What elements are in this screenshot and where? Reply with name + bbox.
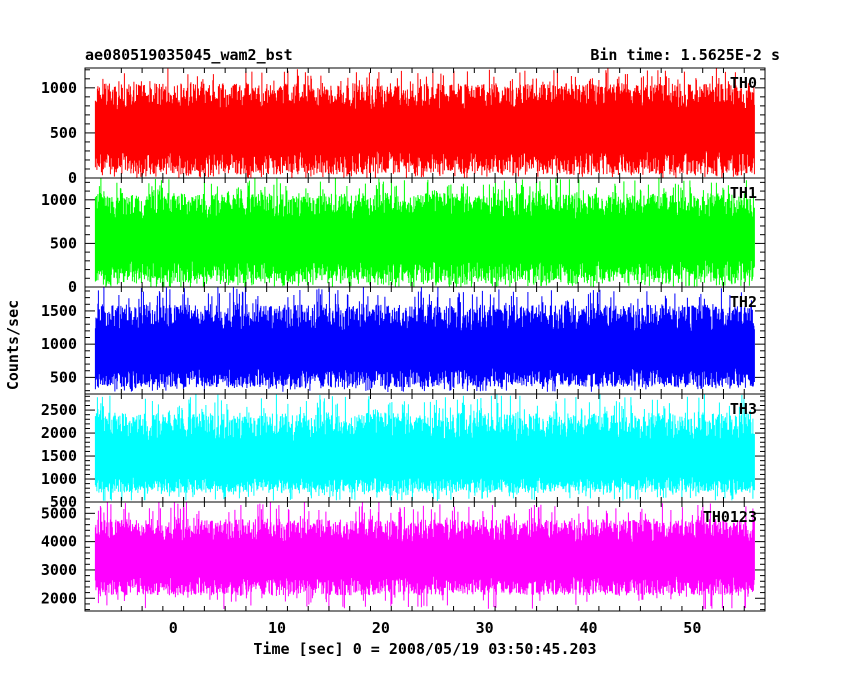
x-tick-label: 50 (683, 619, 701, 637)
y-tick-label: 0 (68, 278, 77, 296)
y-tick-label: 1000 (41, 470, 77, 488)
y-tick-label: 2500 (41, 401, 77, 419)
panel-label-th2: TH2 (730, 293, 757, 311)
y-tick-label: 1000 (41, 191, 77, 209)
y-tick-label: 500 (50, 124, 77, 142)
panel-th2: 500 1000 1500 TH2 (41, 286, 766, 395)
y-tick-label: 4000 (41, 533, 77, 551)
y-tick-label: 1000 (41, 79, 77, 97)
y-tick-label: 500 (50, 234, 77, 252)
y-tick-label: 500 (50, 493, 77, 511)
chart-title: ae080519035045_wam2_bst (85, 46, 293, 64)
y-tick-label: 2000 (41, 589, 77, 607)
series-th3 (94, 394, 755, 501)
y-tick-label: 5000 (41, 504, 77, 522)
series-th0123 (94, 502, 755, 610)
x-axis-label: Time [sec] 0 = 2008/05/19 03:50:45.203 (253, 640, 596, 658)
panel-th0: 0 500 1000 TH0 (41, 67, 766, 187)
x-tick-label: 30 (476, 619, 494, 637)
x-tick-label: 10 (268, 619, 286, 637)
y-tick-label: 1000 (41, 335, 77, 353)
series-th0 (94, 68, 755, 178)
panel-label-th1: TH1 (730, 184, 757, 202)
y-tick-label: 0 (68, 169, 77, 187)
panel-frame (84, 501, 766, 612)
y-tick-label: 500 (50, 368, 77, 386)
panel-label-th0123: TH0123 (703, 508, 757, 526)
y-tick-label: 3000 (41, 561, 77, 579)
panel-th1: 0 500 1000 TH1 (41, 177, 766, 296)
x-tick-label: 20 (372, 619, 390, 637)
panel-th3: 500 1000 1500 2000 2500 TH3 (41, 393, 766, 511)
panels-group: 0 500 1000 TH0 0 500 1000 TH1 500 1000 1500 TH2 500 1… (41, 67, 766, 612)
panel-label-th3: TH3 (730, 400, 757, 418)
y-axis-label: Counts/sec (4, 300, 22, 390)
x-tick-label: 0 (169, 619, 178, 637)
bin-time-label: Bin time: 1.5625E-2 s (590, 46, 780, 64)
y-tick-label: 2000 (41, 424, 77, 442)
panel-label-th0: TH0 (730, 74, 757, 92)
x-axis: 0 10 20 30 40 50 (169, 619, 702, 637)
panel-th0123: 2000 3000 4000 5000 TH0123 (41, 501, 766, 612)
series-th2 (94, 287, 755, 392)
y-tick-label: 1500 (41, 302, 77, 320)
series-th1 (94, 178, 755, 287)
y-tick-label: 1500 (41, 447, 77, 465)
x-tick-label: 40 (579, 619, 597, 637)
